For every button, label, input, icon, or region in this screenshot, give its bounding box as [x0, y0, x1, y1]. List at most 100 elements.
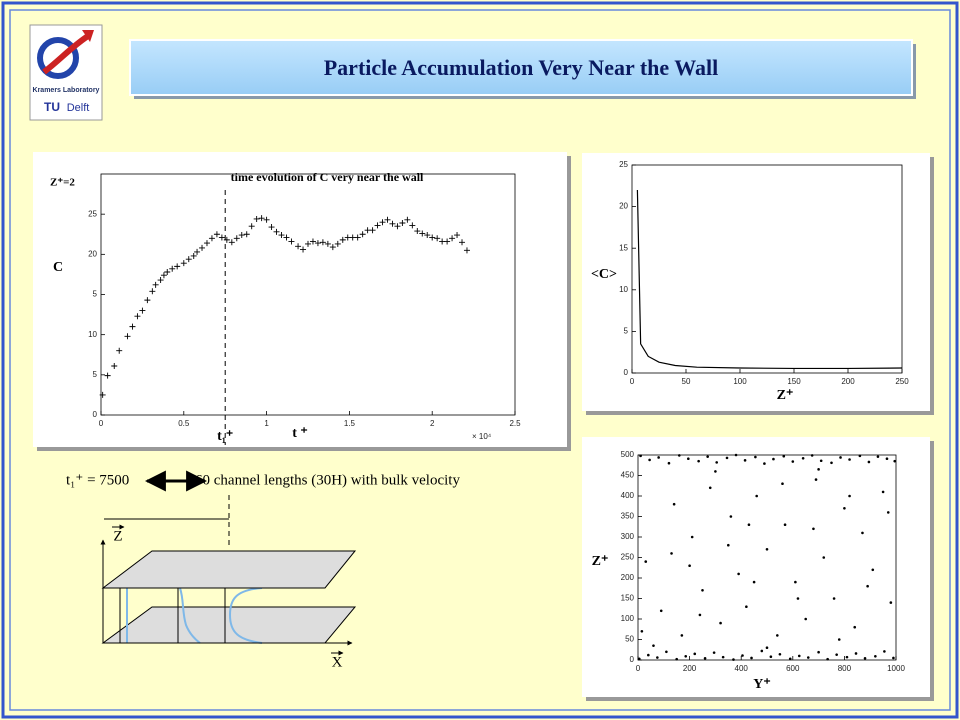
x-tick-label: 50 — [682, 377, 691, 386]
point — [845, 655, 849, 659]
point — [706, 455, 709, 458]
point — [258, 215, 265, 222]
point — [309, 238, 316, 245]
point — [848, 494, 851, 498]
x-tick-label: 600 — [786, 664, 800, 673]
point — [116, 347, 123, 354]
point — [152, 281, 159, 288]
point — [703, 657, 707, 660]
point — [893, 459, 897, 463]
y-tick-label: 10 — [88, 330, 97, 339]
point — [794, 580, 797, 584]
x-tick-label: 800 — [838, 664, 852, 673]
point — [854, 652, 858, 655]
point — [839, 456, 842, 459]
point — [701, 589, 704, 592]
point — [858, 454, 862, 458]
point — [169, 265, 176, 272]
x-tick-label: 200 — [841, 377, 855, 386]
y-axis-label: C — [53, 260, 63, 275]
point — [354, 234, 361, 241]
point — [243, 231, 250, 238]
point — [886, 511, 890, 514]
y-tick-label: 25 — [619, 160, 628, 169]
point — [698, 613, 702, 617]
point — [208, 235, 215, 242]
point — [796, 597, 800, 600]
point — [228, 239, 235, 246]
y-tick-label: 150 — [621, 594, 635, 603]
point — [788, 657, 792, 661]
point — [174, 263, 181, 270]
point — [830, 461, 833, 465]
point — [384, 216, 391, 223]
y-tick-label: 500 — [621, 450, 635, 459]
point — [203, 240, 210, 247]
y-tick-label: 450 — [621, 471, 635, 480]
point — [801, 456, 805, 460]
point — [295, 243, 302, 250]
point — [853, 625, 857, 629]
point — [424, 232, 431, 239]
point — [826, 657, 829, 661]
x-axis-label: t ⁺ — [292, 426, 308, 441]
point — [883, 650, 886, 653]
point — [867, 460, 871, 464]
logo-arrow — [42, 33, 90, 75]
point — [688, 564, 691, 567]
point — [677, 454, 681, 457]
y-tick-label: 20 — [619, 202, 628, 211]
point — [414, 228, 421, 235]
point — [657, 456, 660, 459]
title-box — [129, 39, 913, 96]
x-tick-label: 0 — [630, 377, 635, 386]
point — [253, 215, 260, 222]
point — [185, 256, 192, 263]
point — [139, 307, 146, 314]
y-tick-label: 15 — [619, 243, 628, 252]
point — [180, 260, 187, 267]
point — [640, 630, 644, 633]
point — [238, 232, 245, 239]
point — [814, 478, 818, 481]
point — [656, 656, 659, 659]
x-tick-label: 2 — [430, 419, 435, 428]
point — [848, 458, 851, 461]
point — [715, 461, 718, 464]
y-tick-label: 300 — [621, 532, 635, 541]
point — [278, 232, 285, 239]
point — [409, 222, 416, 229]
x-tick-label: 400 — [735, 664, 749, 673]
point — [194, 248, 201, 255]
point — [213, 231, 220, 238]
point — [268, 224, 275, 231]
point — [389, 220, 396, 227]
y-tick-label: 100 — [621, 614, 635, 623]
point — [791, 460, 795, 463]
point — [712, 651, 716, 654]
x-tick-label: 250 — [895, 377, 909, 386]
point — [697, 459, 700, 463]
point — [419, 230, 426, 237]
reference-label: t₁⁺ — [217, 429, 233, 444]
point — [463, 247, 470, 254]
point — [832, 597, 836, 600]
point — [434, 235, 441, 242]
x-vector-label: X — [332, 654, 343, 670]
y-tick-label: 350 — [621, 512, 635, 521]
x-tick-label: 1.5 — [344, 419, 356, 428]
point — [659, 609, 663, 613]
annotation: Z⁺=2 — [50, 177, 75, 189]
point — [164, 269, 171, 276]
point — [648, 458, 651, 462]
point — [871, 568, 875, 572]
point — [223, 236, 230, 243]
point — [889, 601, 893, 604]
point — [693, 652, 697, 656]
point — [667, 461, 671, 465]
point — [233, 235, 240, 242]
point — [892, 656, 895, 660]
point — [157, 277, 164, 284]
point — [750, 656, 753, 660]
